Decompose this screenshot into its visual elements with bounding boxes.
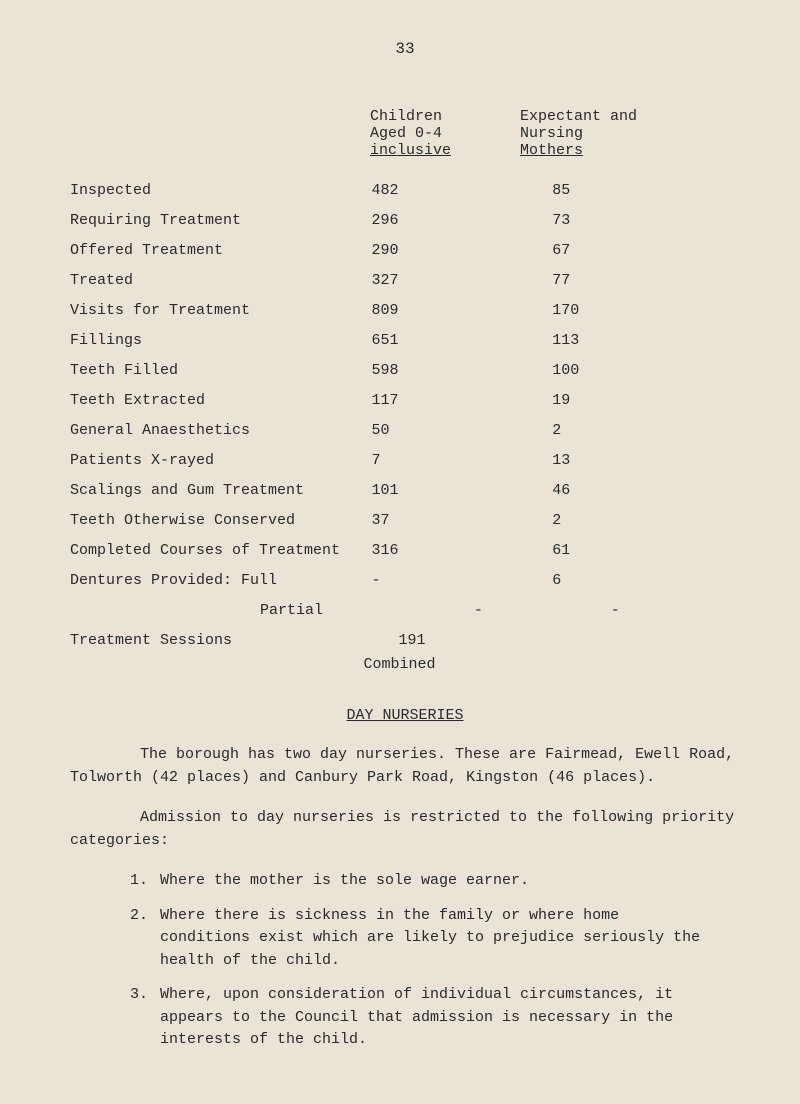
row-children-value: 316 [352, 539, 513, 563]
row-children-value: 296 [352, 209, 513, 233]
row-label: Partial [70, 599, 454, 623]
table-row: Dentures Provided: Full-6 [70, 569, 740, 593]
header-mothers: Expectant and Nursing Mothers [520, 108, 720, 159]
table-row: Offered Treatment29067 [70, 239, 740, 263]
list-item-number: 2. [130, 905, 160, 973]
row-mothers-value: 85 [512, 179, 740, 203]
table-row: General Anaesthetics502 [70, 419, 740, 443]
row-mothers-value: 2 [512, 509, 740, 533]
row-label: Teeth Otherwise Conserved [70, 509, 352, 533]
row-mothers-value: 77 [512, 269, 740, 293]
row-mothers-value: 2 [512, 419, 740, 443]
treatment-sessions-value: 191 Combined [358, 629, 507, 677]
row-label: Completed Courses of Treatment [70, 539, 352, 563]
header-spacer [70, 108, 370, 159]
row-children-value: 809 [352, 299, 513, 323]
row-mothers-value: 170 [512, 299, 740, 323]
list-item: 3.Where, upon consideration of individua… [130, 984, 740, 1052]
table-row: Completed Courses of Treatment31661 [70, 539, 740, 563]
table-row: Scalings and Gum Treatment10146 [70, 479, 740, 503]
table-row: Inspected48285 [70, 179, 740, 203]
list-item: 1.Where the mother is the sole wage earn… [130, 870, 740, 893]
row-label: Fillings [70, 329, 352, 353]
row-mothers-value: 19 [512, 389, 740, 413]
list-item-number: 3. [130, 984, 160, 1052]
row-label: Teeth Filled [70, 359, 352, 383]
row-label: Offered Treatment [70, 239, 352, 263]
row-label: Treated [70, 269, 352, 293]
section-title: DAY NURSERIES [70, 707, 740, 724]
table-row: Visits for Treatment809170 [70, 299, 740, 323]
row-mothers-value: 113 [512, 329, 740, 353]
table-row: Teeth Extracted11719 [70, 389, 740, 413]
row-children-value: 50 [352, 419, 513, 443]
row-children-value: - [352, 569, 513, 593]
header-children: Children Aged 0-4 inclusive [370, 108, 520, 159]
row-children-value: 37 [352, 509, 513, 533]
row-mothers-value: 73 [512, 209, 740, 233]
row-children-value: 598 [352, 359, 513, 383]
row-children-value: 117 [352, 389, 513, 413]
row-mothers-value: 61 [512, 539, 740, 563]
row-mothers-value: 67 [512, 239, 740, 263]
header-mothers-line1: Expectant and [520, 108, 720, 125]
priority-list: 1.Where the mother is the sole wage earn… [130, 870, 740, 1052]
table-row: Teeth Filled598100 [70, 359, 740, 383]
page-number: 33 [70, 40, 740, 58]
table-body: Inspected48285 Requiring Treatment29673 Of… [70, 179, 740, 623]
row-children-value: 290 [352, 239, 513, 263]
row-children-value: 327 [352, 269, 513, 293]
header-children-line2: Aged 0-4 [370, 125, 520, 142]
row-label: Inspected [70, 179, 352, 203]
row-children-value: 7 [352, 449, 513, 473]
row-label: Dentures Provided: Full [70, 569, 352, 593]
row-children-value: 482 [352, 179, 513, 203]
paragraph-2: Admission to day nurseries is restricted… [70, 807, 740, 852]
row-mothers-value: 46 [512, 479, 740, 503]
table-row: Teeth Otherwise Conserved372 [70, 509, 740, 533]
treatment-sessions-label: Treatment Sessions [70, 629, 358, 677]
header-mothers-line3: Mothers [520, 142, 720, 159]
list-item-number: 1. [130, 870, 160, 893]
row-label: Scalings and Gum Treatment [70, 479, 352, 503]
list-item-text: Where the mother is the sole wage earner… [160, 870, 740, 893]
treatment-sessions-empty [508, 629, 740, 677]
header-children-line3: inclusive [370, 142, 520, 159]
row-mothers-value: 6 [512, 569, 740, 593]
list-item: 2.Where there is sickness in the family … [130, 905, 740, 973]
statistics-table: Children Aged 0-4 inclusive Expectant an… [70, 108, 740, 677]
row-label: Patients X-rayed [70, 449, 352, 473]
row-children-value: 101 [352, 479, 513, 503]
table-row: Fillings651113 [70, 329, 740, 353]
document-page: 33 Children Aged 0-4 inclusive Expectant… [0, 0, 800, 1104]
table-row: Requiring Treatment29673 [70, 209, 740, 233]
treatment-sessions-row: Treatment Sessions 191 Combined [70, 629, 740, 677]
paragraph-1: The borough has two day nurseries. These… [70, 744, 740, 789]
row-children-value: - [454, 599, 571, 623]
list-item-text: Where, upon consideration of individual … [160, 984, 740, 1052]
row-children-value: 651 [352, 329, 513, 353]
table-row: Treated32777 [70, 269, 740, 293]
row-mothers-value: - [571, 599, 740, 623]
table-row: Patients X-rayed713 [70, 449, 740, 473]
table-row: Partial-- [70, 599, 740, 623]
header-mothers-line2: Nursing [520, 125, 720, 142]
row-mothers-value: 100 [512, 359, 740, 383]
row-label: Teeth Extracted [70, 389, 352, 413]
row-label: Visits for Treatment [70, 299, 352, 323]
row-label: Requiring Treatment [70, 209, 352, 233]
header-children-line1: Children [370, 108, 520, 125]
list-item-text: Where there is sickness in the family or… [160, 905, 740, 973]
table-header: Children Aged 0-4 inclusive Expectant an… [70, 108, 740, 159]
row-mothers-value: 13 [512, 449, 740, 473]
row-label: General Anaesthetics [70, 419, 352, 443]
